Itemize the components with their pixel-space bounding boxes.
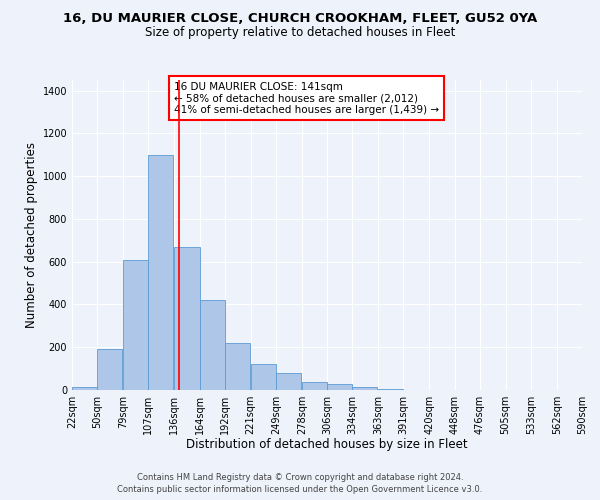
Bar [224,344,250,390]
Bar [175,247,199,390]
Bar [199,300,224,390]
Bar [352,387,377,390]
Y-axis label: Number of detached properties: Number of detached properties [25,142,38,328]
Bar [251,364,276,390]
Bar [123,260,148,390]
Bar [302,382,327,390]
Bar [72,387,97,390]
Bar [148,155,173,390]
Bar [327,384,352,390]
X-axis label: Distribution of detached houses by size in Fleet: Distribution of detached houses by size … [186,438,468,452]
Text: Contains HM Land Registry data © Crown copyright and database right 2024.
Contai: Contains HM Land Registry data © Crown c… [118,472,482,494]
Text: 16, DU MAURIER CLOSE, CHURCH CROOKHAM, FLEET, GU52 0YA: 16, DU MAURIER CLOSE, CHURCH CROOKHAM, F… [63,12,537,26]
Text: 16 DU MAURIER CLOSE: 141sqm
← 58% of detached houses are smaller (2,012)
41% of : 16 DU MAURIER CLOSE: 141sqm ← 58% of det… [174,82,439,115]
Bar [97,348,122,390]
Text: Size of property relative to detached houses in Fleet: Size of property relative to detached ho… [145,26,455,39]
Bar [276,374,301,390]
Bar [378,389,403,390]
